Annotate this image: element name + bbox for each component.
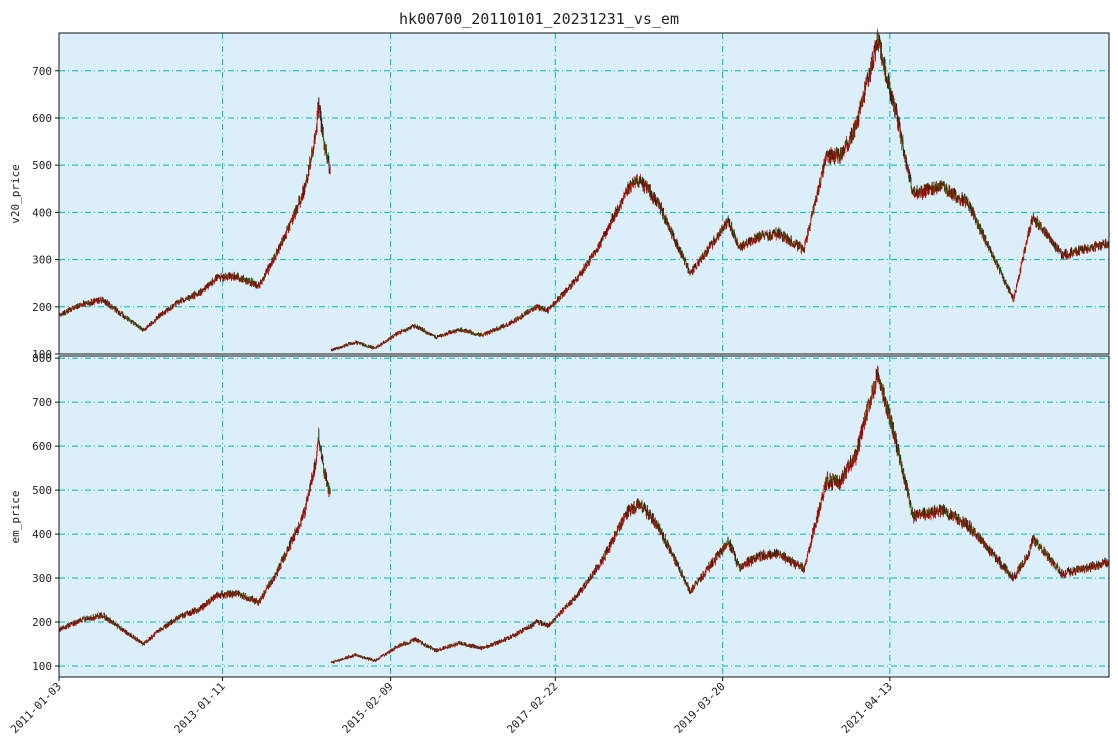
- ytick-label: 100: [32, 348, 52, 361]
- ytick-label: 300: [32, 254, 52, 267]
- panel-v20: 100 200 300 400 500 600 700 v20_price: [9, 28, 1110, 361]
- panel-em-candles: [58, 365, 1110, 664]
- chart-title: hk00700_20110101_20231231_vs_em: [399, 10, 679, 28]
- ytick-label: 400: [32, 206, 52, 219]
- panel-v20-frame: [58, 32, 1110, 355]
- panel-em-grid: [58, 356, 1109, 677]
- panel-v20-yticks: 100 200 300 400 500 600 700: [32, 65, 59, 361]
- ytick-label: 500: [32, 159, 52, 172]
- panel-v20-candles: [58, 28, 1110, 352]
- ytick-label: 600: [32, 112, 52, 125]
- panel-v20-ylabel: v20_price: [9, 164, 22, 224]
- ytick-label: 700: [32, 65, 52, 78]
- ytick-label: 200: [32, 301, 52, 314]
